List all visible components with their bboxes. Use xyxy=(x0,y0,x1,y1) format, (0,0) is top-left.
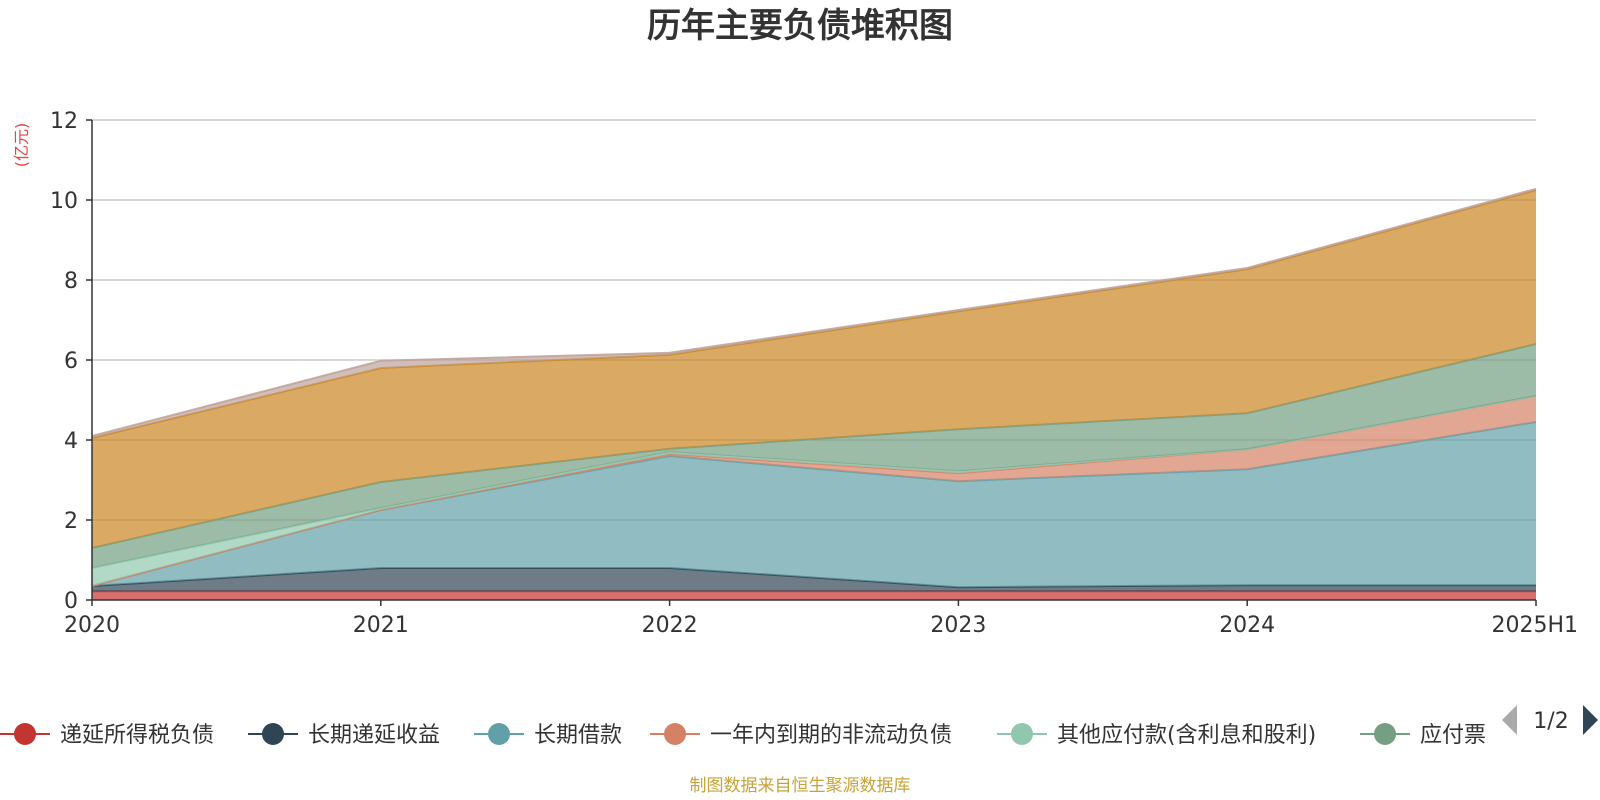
legend-item[interactable]: 递延所得税负债 xyxy=(0,723,214,748)
y-tick-label: 0 xyxy=(64,589,78,614)
y-tick-label: 6 xyxy=(64,349,78,374)
legend-item[interactable]: 其他应付款(含利息和股利) xyxy=(997,723,1316,748)
legend[interactable]: 递延所得税负债 长期递延收益 长期借款 一年内到期的非流动负债 其他应付款(含利息和股利… xyxy=(0,723,1486,748)
legend-marker-icon xyxy=(1374,723,1396,745)
y-unit-label: (亿元) xyxy=(12,123,31,168)
y-tick-label: 10 xyxy=(50,189,78,214)
chart-title: 历年主要负债堆积图 xyxy=(647,6,953,46)
x-tick-label: 2023 xyxy=(930,613,986,638)
legend-label: 一年内到期的非流动负债 xyxy=(710,723,952,748)
area-应付票据 xyxy=(92,344,1536,568)
triangle-right-icon[interactable] xyxy=(1583,705,1598,735)
area-长期借款 xyxy=(92,422,1536,588)
x-tick-label: 2020 xyxy=(64,613,120,638)
legend-marker-icon xyxy=(1011,723,1033,745)
y-tick-label: 2 xyxy=(64,509,78,534)
legend-label: 应付票 xyxy=(1420,723,1486,748)
x-tick-label: 2021 xyxy=(353,613,409,638)
y-tick-label: 8 xyxy=(64,269,78,294)
area-长期递延收益 xyxy=(92,568,1536,592)
x-tick-label: 2024 xyxy=(1219,613,1275,638)
area-series xyxy=(91,187,1537,600)
legend-item[interactable]: 一年内到期的非流动负债 xyxy=(650,723,952,748)
legend-marker-icon xyxy=(14,723,36,745)
y-tick-label: 4 xyxy=(64,429,78,454)
legend-label: 长期递延收益 xyxy=(308,723,440,748)
area-递延所得税负债 xyxy=(92,591,1536,600)
y-tick-label: 12 xyxy=(50,109,78,134)
series-line-其他 xyxy=(91,187,1537,437)
triangle-left-icon[interactable] xyxy=(1502,705,1517,735)
legend-marker-icon xyxy=(262,723,284,745)
legend-pager[interactable]: 1/2 xyxy=(1502,705,1598,735)
legend-marker-icon xyxy=(664,723,686,745)
legend-label: 其他应付款(含利息和股利) xyxy=(1057,723,1316,748)
source-footer: 制图数据来自恒生聚源数据库 xyxy=(690,776,911,796)
legend-label: 长期借款 xyxy=(534,723,622,748)
legend-item[interactable]: 长期递延收益 xyxy=(248,723,440,748)
y-ticks: 0 2 4 6 8 10 12 xyxy=(50,109,92,614)
x-tick-label: 2025H1 xyxy=(1491,613,1578,638)
x-ticks: 2020 2021 2022 2023 2024 2025H1 xyxy=(64,600,1578,638)
legend-item[interactable]: 长期借款 xyxy=(474,723,622,748)
area-应付账款 xyxy=(92,190,1536,548)
legend-marker-icon xyxy=(488,723,510,745)
legend-label: 递延所得税负债 xyxy=(60,723,214,748)
legend-item[interactable]: 应付票 xyxy=(1360,723,1486,748)
x-tick-label: 2022 xyxy=(642,613,698,638)
legend-page-indicator: 1/2 xyxy=(1533,709,1568,734)
